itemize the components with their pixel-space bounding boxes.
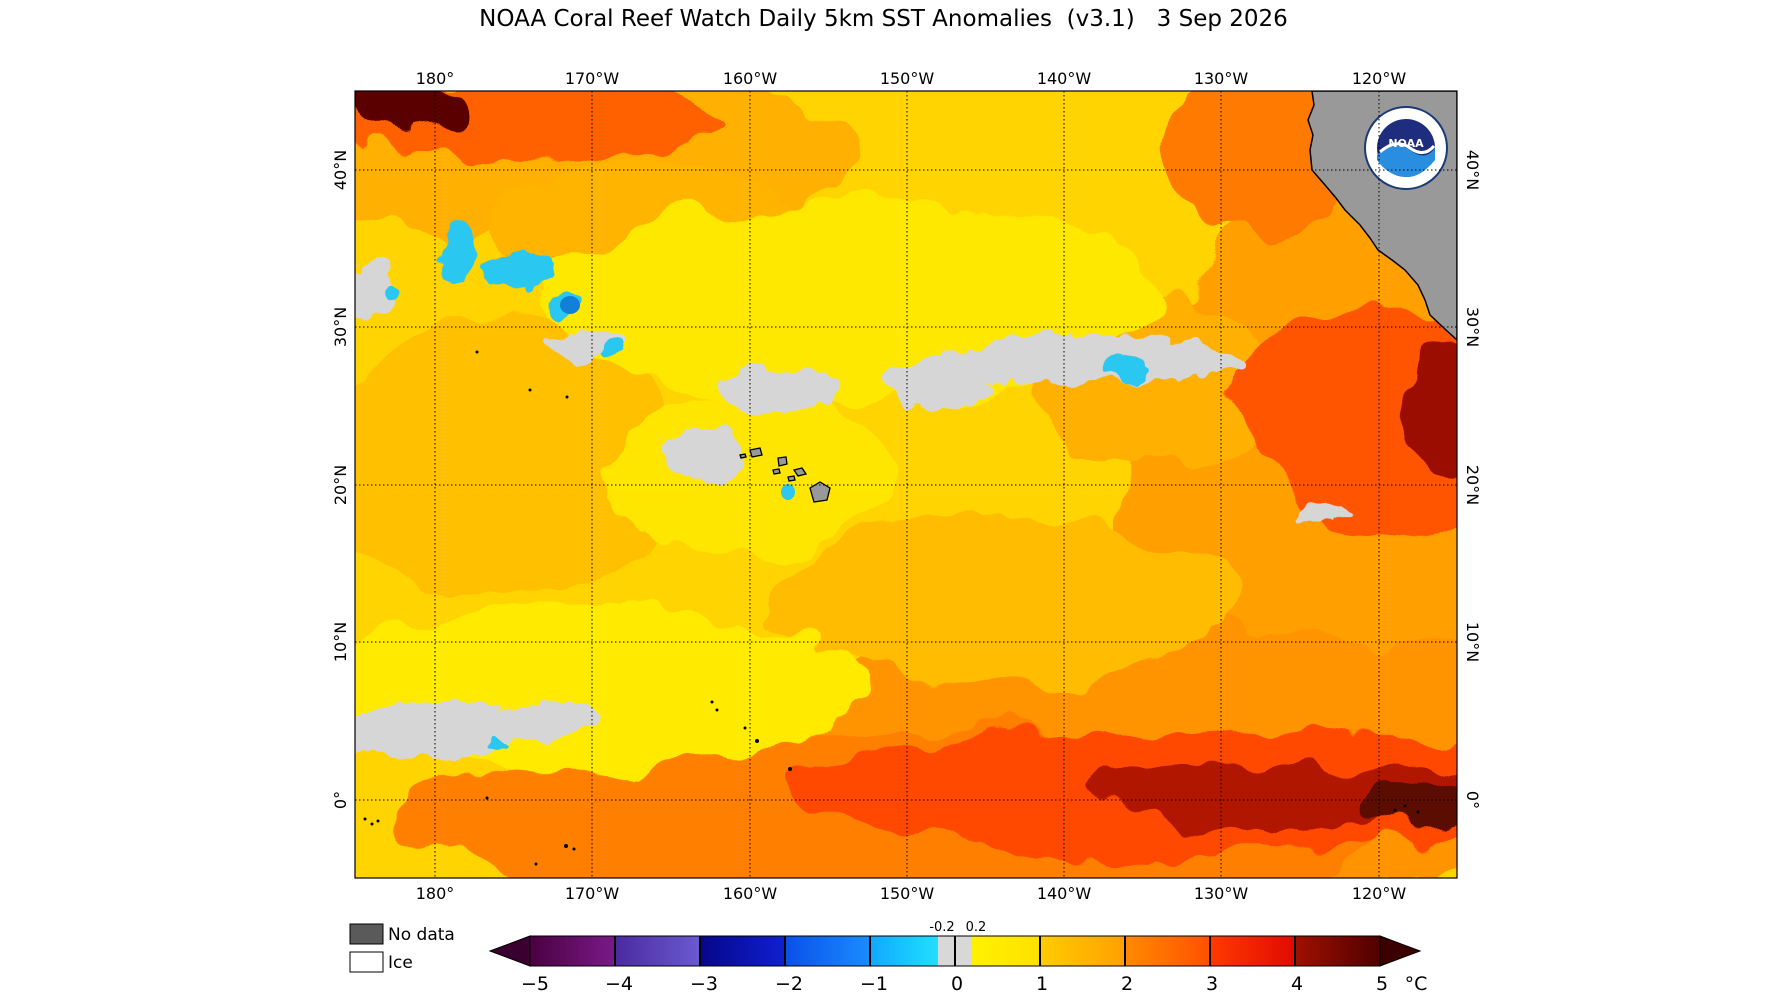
colorbar-tick-label: 3 — [1206, 973, 1218, 994]
colorbar-tick-label: −1 — [860, 973, 888, 994]
noaa-logo: NOAA — [1364, 106, 1448, 190]
lat-label-right: 0° — [1463, 791, 1482, 809]
lon-label-bottom: 140°W — [1037, 884, 1092, 903]
colorbar-small-tick-label: 0.2 — [966, 920, 987, 935]
colorbar-tick-label: −3 — [690, 973, 718, 994]
lon-label-top: 180° — [416, 69, 455, 88]
lat-label-right: 40°N — [1463, 150, 1482, 190]
legend: No data Ice — [349, 923, 455, 973]
colorbar-tick-label: 5 — [1376, 973, 1388, 994]
colorbar-tick-label: 0 — [951, 973, 963, 994]
lon-label-top: 130°W — [1194, 69, 1249, 88]
map-frame — [354, 90, 1458, 879]
lon-label-bottom: 170°W — [565, 884, 620, 903]
lon-label-top: 150°W — [880, 69, 935, 88]
colorbar-tick-label: 1 — [1036, 973, 1048, 994]
ice-label: Ice — [388, 953, 413, 973]
lon-label-bottom: 130°W — [1194, 884, 1249, 903]
lat-label-right: 20°N — [1463, 465, 1482, 505]
colorbar-tick-label: −5 — [521, 973, 549, 994]
lon-label-bottom: 150°W — [880, 884, 935, 903]
lon-label-top: 170°W — [565, 69, 620, 88]
lat-label-left: 30°N — [331, 307, 350, 347]
lat-label-left: 0° — [331, 791, 350, 809]
map-title: NOAA Coral Reef Watch Daily 5km SST Anom… — [479, 6, 1288, 32]
noaa-logo-text: NOAA — [1388, 137, 1424, 150]
colorbar-tick-label: −4 — [605, 973, 633, 994]
lon-label-top: 140°W — [1037, 69, 1092, 88]
lon-label-bottom: 160°W — [723, 884, 778, 903]
lon-label-top: 160°W — [723, 69, 778, 88]
colorbar-max-arrow — [1379, 935, 1422, 967]
no-data-swatch — [349, 923, 384, 945]
colorbar-unit: °C — [1405, 973, 1428, 994]
lat-label-right: 10°N — [1463, 622, 1482, 662]
no-data-label: No data — [388, 925, 455, 945]
lat-label-left: 20°N — [331, 465, 350, 505]
lon-label-bottom: 120°W — [1352, 884, 1407, 903]
lat-label-left: 40°N — [331, 150, 350, 190]
lat-label-left: 10°N — [331, 622, 350, 662]
lat-label-right: 30°N — [1463, 307, 1482, 347]
colorbar-tick-label: 4 — [1291, 973, 1303, 994]
lon-label-bottom: 180° — [416, 884, 455, 903]
colorbar-tick-label: −2 — [775, 973, 803, 994]
colorbar: −5 −4 −3 −2 −1 0 1 2 3 4 5 °C -0.2 0.2 — [488, 920, 1428, 994]
lon-label-top: 120°W — [1352, 69, 1407, 88]
colorbar-min-arrow — [488, 935, 531, 967]
ice-swatch — [349, 951, 384, 973]
colorbar-tick-label: 2 — [1121, 973, 1133, 994]
sst-anomaly-map: NOAA — [355, 91, 1457, 878]
colorbar-small-tick-label: -0.2 — [929, 920, 954, 935]
